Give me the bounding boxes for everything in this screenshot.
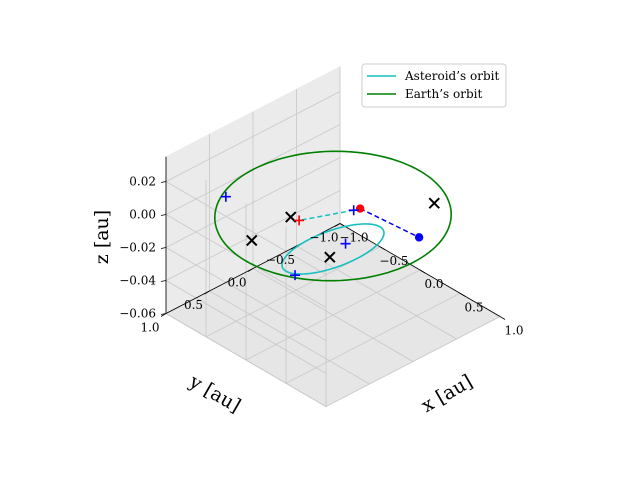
z-tick-mark bbox=[160, 280, 167, 282]
legend-box bbox=[361, 63, 507, 108]
plus-marker bbox=[294, 215, 305, 226]
z-tick-mark bbox=[160, 214, 167, 216]
x-tick-label: −0.5 bbox=[379, 254, 408, 268]
earth-position-marker bbox=[414, 233, 424, 242]
x-tick-label: −1.0 bbox=[339, 231, 368, 245]
x-tick-mark bbox=[419, 269, 426, 274]
z-tick-mark bbox=[160, 313, 167, 315]
y-tick-label: −1.0 bbox=[309, 231, 338, 245]
asteroid-orbit-line bbox=[281, 223, 385, 275]
x-axis-label: x [au] bbox=[418, 370, 477, 417]
asteroid-position-marker bbox=[355, 204, 365, 213]
z-axis-label: z [au] bbox=[91, 210, 113, 264]
z-tick-mark bbox=[160, 181, 167, 183]
z-tick-label: −0.02 bbox=[119, 241, 156, 255]
z-tick-mark bbox=[160, 247, 167, 249]
cross-marker bbox=[285, 211, 297, 223]
y-tick-mark bbox=[247, 268, 254, 272]
cross-marker bbox=[246, 234, 258, 247]
z-tick-label: 0.02 bbox=[129, 175, 156, 189]
x-tick-mark bbox=[459, 292, 466, 297]
tick-marks bbox=[160, 181, 506, 320]
legend: Asteroid’s orbit Earth’s orbit bbox=[361, 63, 507, 108]
marker-points bbox=[220, 191, 440, 281]
plus-marker bbox=[348, 205, 359, 216]
cross-marker bbox=[428, 197, 440, 209]
cross-marker bbox=[324, 251, 336, 263]
y-axis-label: y [au] bbox=[185, 370, 245, 417]
earth-asteroid-dashed-line bbox=[359, 207, 420, 239]
legend-label-earth: Earth’s orbit bbox=[405, 87, 482, 101]
y-tick-label: −0.5 bbox=[266, 253, 295, 267]
x-tick-label: 1.0 bbox=[504, 324, 523, 338]
z-tick-label: −0.06 bbox=[119, 307, 156, 321]
x-tick-label: 0.0 bbox=[424, 277, 443, 291]
z-tick-label: −0.04 bbox=[119, 274, 156, 288]
asteroid-dashed-segment bbox=[298, 209, 354, 222]
y-tick-mark bbox=[334, 223, 341, 227]
y-tick-mark bbox=[291, 245, 297, 250]
z-tick-label: 0.00 bbox=[129, 208, 156, 222]
plus-marker bbox=[220, 191, 231, 202]
y-tick-label: 1.0 bbox=[140, 321, 159, 335]
plus-marker bbox=[340, 238, 351, 249]
y-tick-label: 0.0 bbox=[227, 276, 246, 290]
legend-label-asteroid: Asteroid’s orbit bbox=[404, 69, 499, 83]
y-tick-label: 0.5 bbox=[184, 298, 203, 312]
x-tick-mark bbox=[499, 316, 506, 320]
x-tick-label: 0.5 bbox=[464, 300, 483, 314]
earth-orbit-line bbox=[213, 150, 453, 282]
x-tick-mark bbox=[379, 246, 386, 251]
series-lines bbox=[213, 150, 453, 282]
plus-marker bbox=[290, 270, 301, 281]
y-tick-mark bbox=[204, 290, 210, 295]
tick-labels: −1.0 1.0 −0.5 0.5 0.0 0.0 0.5 −0.5 1.0 −1.0 0.02 0.… bbox=[119, 175, 523, 338]
